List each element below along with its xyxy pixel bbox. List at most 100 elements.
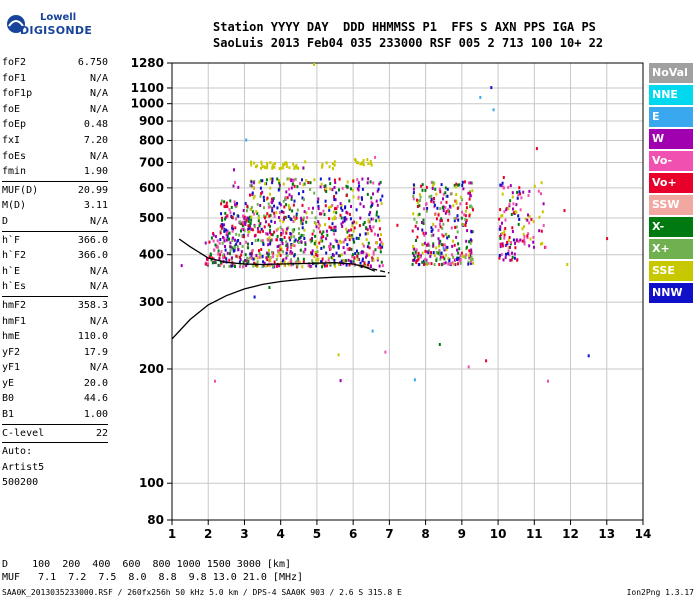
echo-point <box>320 247 323 250</box>
echo-point <box>354 252 357 256</box>
echo-point <box>311 252 314 256</box>
echo-point <box>379 250 382 254</box>
echo-point <box>221 216 223 220</box>
echo-point <box>430 251 432 255</box>
x-tick-label: 5 <box>313 527 321 541</box>
echo-point <box>275 258 278 261</box>
echo-point <box>303 182 306 186</box>
echo-point <box>290 195 293 199</box>
legend-item-vo: Vo- <box>649 151 693 171</box>
x-tick-label: 7 <box>385 527 393 541</box>
echo-point <box>269 213 272 217</box>
param-value: 22 <box>95 427 108 439</box>
echo-point <box>437 251 440 255</box>
echo-point <box>440 219 443 223</box>
echo-point <box>446 187 449 191</box>
echo-point <box>289 234 292 237</box>
echo-point <box>311 259 314 263</box>
echo-point <box>333 258 336 262</box>
param-value: N/A <box>89 150 108 162</box>
echo-point <box>441 206 444 210</box>
echo-point <box>499 183 502 187</box>
echo-cluster <box>250 160 307 171</box>
echo-point <box>321 263 324 267</box>
echo-point <box>472 208 474 212</box>
param-value: N/A <box>89 88 108 100</box>
echo-point <box>365 226 368 230</box>
echo-point <box>412 197 415 201</box>
echo-point <box>433 253 436 257</box>
echo-point <box>519 192 522 196</box>
echo-point <box>501 232 504 235</box>
echo-point <box>351 224 354 228</box>
echo-point <box>328 208 331 212</box>
echo-point <box>448 259 451 263</box>
echo-point <box>235 217 237 221</box>
echo-point <box>517 193 520 197</box>
echo-point <box>516 258 519 262</box>
echo-point <box>440 243 443 247</box>
echo-point <box>452 204 455 208</box>
echo-point <box>362 163 365 167</box>
y-tick-label: 1000 <box>131 97 164 111</box>
echo-point <box>535 147 538 151</box>
echo-point <box>259 230 262 234</box>
echo-point <box>459 261 462 265</box>
echo-point <box>299 235 302 239</box>
echo-point <box>351 221 354 225</box>
echo-point <box>518 190 521 194</box>
echo-point <box>333 215 336 219</box>
echo-point <box>370 203 373 207</box>
echo-point <box>518 217 521 221</box>
echo-point <box>529 237 532 241</box>
echo-point <box>256 256 259 260</box>
echo-point <box>228 231 231 235</box>
echo-point <box>328 206 331 210</box>
echo-point <box>259 253 262 257</box>
echo-point <box>378 219 381 223</box>
echo-point <box>302 216 305 220</box>
echo-point <box>293 199 296 203</box>
echo-point <box>268 248 270 252</box>
echo-point <box>325 161 328 165</box>
echo-point <box>324 204 327 208</box>
echo-point <box>469 241 472 245</box>
legend-item-vo: Vo+ <box>649 173 693 193</box>
echo-point <box>281 238 284 242</box>
echo-point <box>360 251 363 255</box>
echo-point <box>313 241 316 245</box>
echo-point <box>271 250 273 254</box>
echo-point <box>439 239 442 243</box>
echo-point <box>538 215 541 219</box>
echo-point <box>430 194 433 198</box>
echo-point <box>250 254 253 258</box>
echo-point <box>320 236 323 240</box>
echo-point <box>377 233 379 237</box>
echo-point <box>317 257 320 261</box>
echo-point <box>261 265 264 269</box>
echo-point <box>313 191 316 195</box>
echo-point <box>210 253 212 257</box>
echo-point <box>260 166 262 170</box>
echo-point <box>457 218 460 222</box>
echo-point <box>526 218 529 222</box>
echo-point <box>237 214 240 218</box>
param-value: 44.6 <box>83 393 108 405</box>
echo-point <box>240 227 243 231</box>
echo-point <box>362 205 365 209</box>
echo-point <box>285 162 288 166</box>
echo-point <box>422 231 425 235</box>
echo-point <box>347 258 350 262</box>
echo-point <box>241 224 244 228</box>
echo-point <box>311 211 314 215</box>
echo-point <box>288 236 291 240</box>
echo-point <box>258 256 261 260</box>
echo-point <box>315 264 318 268</box>
echo-point <box>501 192 504 196</box>
echo-point <box>273 220 276 224</box>
echo-point <box>338 188 340 192</box>
echo-point <box>422 243 425 247</box>
echo-point <box>254 239 257 243</box>
echo-point <box>266 251 268 255</box>
echo-point <box>456 248 459 252</box>
